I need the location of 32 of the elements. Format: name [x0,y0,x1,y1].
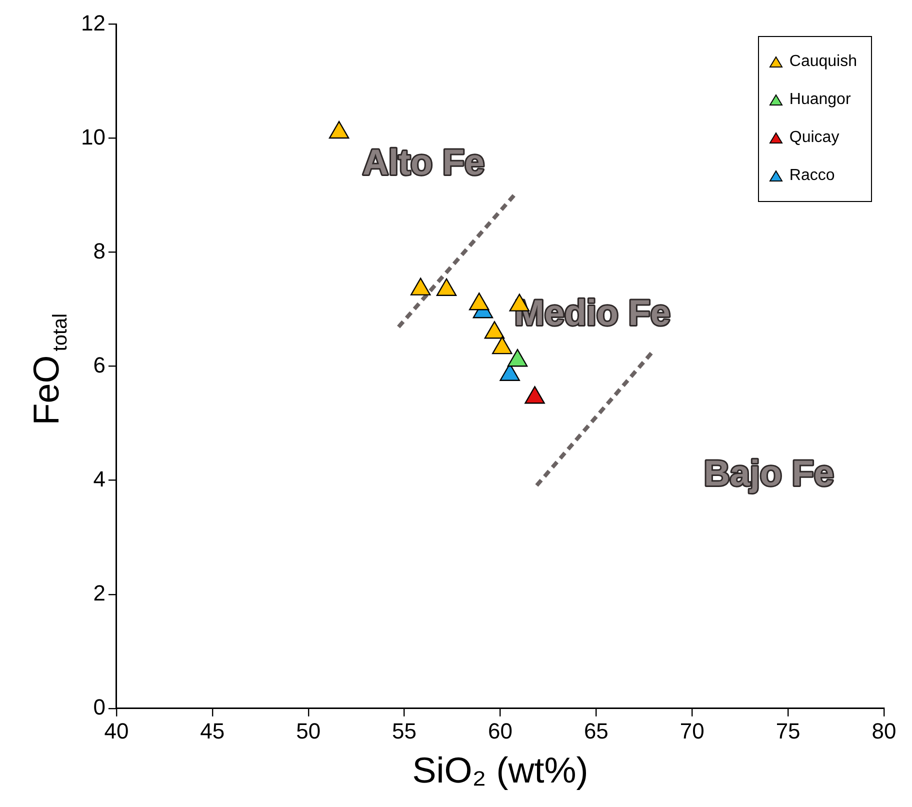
legend-label: Racco [789,167,835,186]
x-axis-title: SiO₂ (wt%) [412,749,588,790]
x-tick-label: 55 [392,718,417,744]
y-tick-label: 8 [93,238,106,264]
annotation: Bajo Fe [704,452,834,494]
point [410,278,431,296]
legend-label: Cauquish [789,53,857,72]
point [436,278,457,296]
y-tick-label: 0 [93,694,106,720]
point [484,321,505,339]
point [469,292,490,310]
y-tick-label: 6 [93,352,106,378]
annotation: Alto Fe [362,141,484,182]
legend-label: Quicay [789,129,840,148]
y-axis-title: FeOtotal [25,313,72,426]
x-tick-label: 70 [680,718,704,744]
x-tick-label: 50 [296,718,321,744]
point [524,386,545,404]
x-tick-label: 40 [104,718,129,744]
point [492,336,512,354]
x-tick-label: 75 [776,718,800,744]
x-tick-label: 60 [488,718,512,744]
y-tick-label: 10 [80,124,106,150]
x-tick-label: 80 [872,718,896,744]
point [507,349,528,367]
x-tick-label: 45 [200,718,225,744]
y-tick-label: 12 [80,10,106,36]
y-tick-label: 4 [93,466,106,492]
x-tick-label: 65 [584,718,608,744]
point [328,120,350,139]
legend-label: Huangor [789,91,851,110]
y-tick-label: 2 [93,580,106,606]
